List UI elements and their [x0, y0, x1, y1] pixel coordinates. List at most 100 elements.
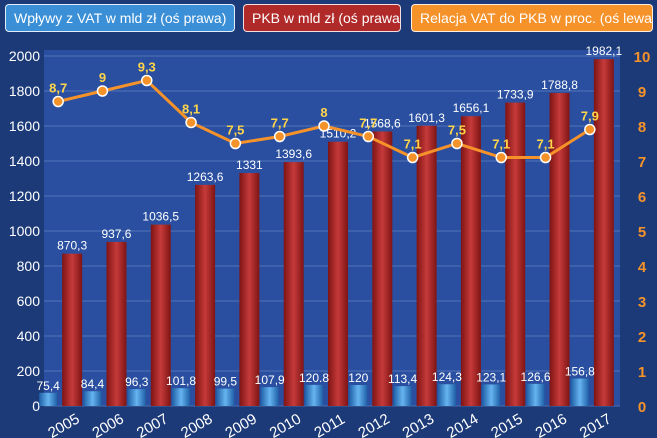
bar-gdp	[150, 224, 171, 406]
x-tick-label: 2008	[178, 410, 215, 438]
x-tick-label: 2012	[355, 410, 392, 438]
line-point	[318, 120, 330, 132]
data-label-vat: 120	[348, 371, 368, 385]
bar-gdp	[372, 131, 393, 406]
legend-vat-revenue: Wpływy z VAT w mld zł (oś prawa)	[5, 4, 235, 32]
data-label-vat: 113,4	[388, 372, 417, 386]
y-right-tick-label: 10	[634, 49, 651, 66]
data-label-vat: 96,3	[125, 375, 149, 389]
bar-vat	[260, 387, 279, 406]
x-tick-label: 2015	[488, 410, 525, 438]
y-right-tick-label: 5	[638, 224, 646, 241]
y-right-tick-label: 8	[638, 119, 646, 136]
bar-gdp	[283, 162, 304, 406]
data-label-ratio: 9,3	[138, 60, 156, 75]
data-label-vat: 99,5	[214, 375, 238, 389]
bar-vat	[437, 384, 456, 406]
bar-vat	[482, 384, 501, 406]
x-tick-label: 2011	[312, 411, 348, 438]
legend-gdp: PKB w mld zł (oś prawa)	[243, 4, 401, 32]
line-point	[362, 130, 375, 143]
data-label-gdp: 1331	[236, 158, 263, 172]
y-right-tick-label: 4	[638, 259, 647, 276]
bar-vat	[570, 378, 589, 406]
data-label-ratio: 8,1	[182, 102, 200, 117]
bar-vat	[39, 392, 58, 406]
data-label-vat: 123,1	[476, 370, 506, 384]
bar-gdp	[549, 92, 570, 407]
line-point	[406, 151, 419, 164]
y-right-tick-label: 7	[638, 154, 646, 171]
data-label-ratio: 7,7	[271, 116, 289, 131]
bar-vat	[526, 383, 545, 406]
x-tick-label: 2009	[222, 410, 259, 438]
data-label-ratio: 8	[320, 105, 327, 120]
data-label-vat: 124,3	[432, 370, 462, 384]
bar-vat	[127, 389, 146, 406]
x-tick-label: 2010	[267, 410, 304, 438]
data-label-vat: 126,6	[521, 370, 551, 384]
y-left-tick-label: 400	[17, 328, 41, 344]
y-right-tick-label: 3	[638, 294, 646, 311]
y-left-tick-label: 1400	[9, 153, 40, 169]
bar-gdp	[239, 173, 260, 406]
data-label-ratio: 7,5	[226, 123, 244, 138]
bar-gdp	[328, 141, 348, 406]
line-point	[52, 95, 64, 108]
bar-vat	[216, 388, 235, 406]
bar-gdp	[195, 184, 216, 406]
bar-gdp	[460, 116, 481, 407]
bar-gdp	[62, 253, 83, 406]
line-point	[141, 74, 153, 87]
x-tick-label: 2013	[400, 410, 437, 438]
legend-vat-gdp-ratio: Relacja VAT do PKB w proc. (oś lewa)	[411, 4, 653, 32]
data-label-gdp: 1982,1	[585, 44, 622, 58]
data-label-gdp: 1568,6	[364, 116, 401, 130]
bar-gdp	[593, 59, 614, 406]
y-right-tick-label: 0	[638, 399, 646, 416]
y-left-tick-label: 1000	[9, 223, 40, 239]
data-label-vat: 84,4	[81, 377, 105, 391]
data-label-gdp: 1733,9	[497, 88, 534, 102]
y-right-tick-label: 9	[638, 84, 646, 101]
data-label-gdp: 1656,1	[453, 101, 490, 115]
bar-vat	[393, 386, 412, 406]
x-tick-label: 2017	[577, 410, 614, 438]
data-label-gdp: 1393,6	[275, 147, 312, 161]
data-label-ratio: 8,7	[49, 81, 67, 96]
bar-gdp	[416, 125, 437, 407]
y-left-tick-label: 2000	[9, 48, 40, 64]
data-label-vat: 156,8	[565, 365, 595, 379]
data-label-ratio: 7,7	[359, 116, 377, 131]
line-point	[185, 116, 197, 129]
bar-vat	[349, 385, 368, 406]
data-label-ratio: 7,1	[536, 137, 554, 152]
data-label-ratio: 7,9	[581, 109, 599, 124]
data-label-vat: 120.8	[299, 371, 329, 385]
data-label-gdp: 1263,6	[187, 170, 224, 184]
x-tick-label: 2016	[533, 410, 570, 438]
y-left-tick-label: 600	[17, 293, 41, 309]
data-label-vat: 101,8	[166, 374, 196, 388]
line-point	[229, 137, 242, 150]
data-label-vat: 107,9	[255, 373, 285, 387]
data-label-gdp: 1036,5	[142, 210, 179, 224]
bar-gdp	[106, 241, 127, 406]
line-point	[273, 130, 286, 143]
data-label-ratio: 7,5	[448, 123, 466, 138]
bar-vat	[172, 388, 191, 406]
y-left-tick-label: 1200	[9, 188, 40, 204]
data-label-gdp: 870,3	[57, 239, 87, 253]
line-point	[584, 123, 596, 136]
data-label-vat: 75,4	[36, 379, 60, 393]
y-left-tick-label: 0	[32, 398, 40, 414]
data-label-ratio: 9	[99, 70, 106, 85]
y-right-tick-label: 1	[638, 364, 646, 381]
data-label-gdp: 937,6	[101, 227, 131, 241]
line-point	[495, 151, 507, 164]
data-label-ratio: 7,1	[404, 137, 422, 152]
y-left-tick-label: 1600	[9, 118, 40, 134]
y-left-tick-label: 800	[17, 258, 41, 274]
